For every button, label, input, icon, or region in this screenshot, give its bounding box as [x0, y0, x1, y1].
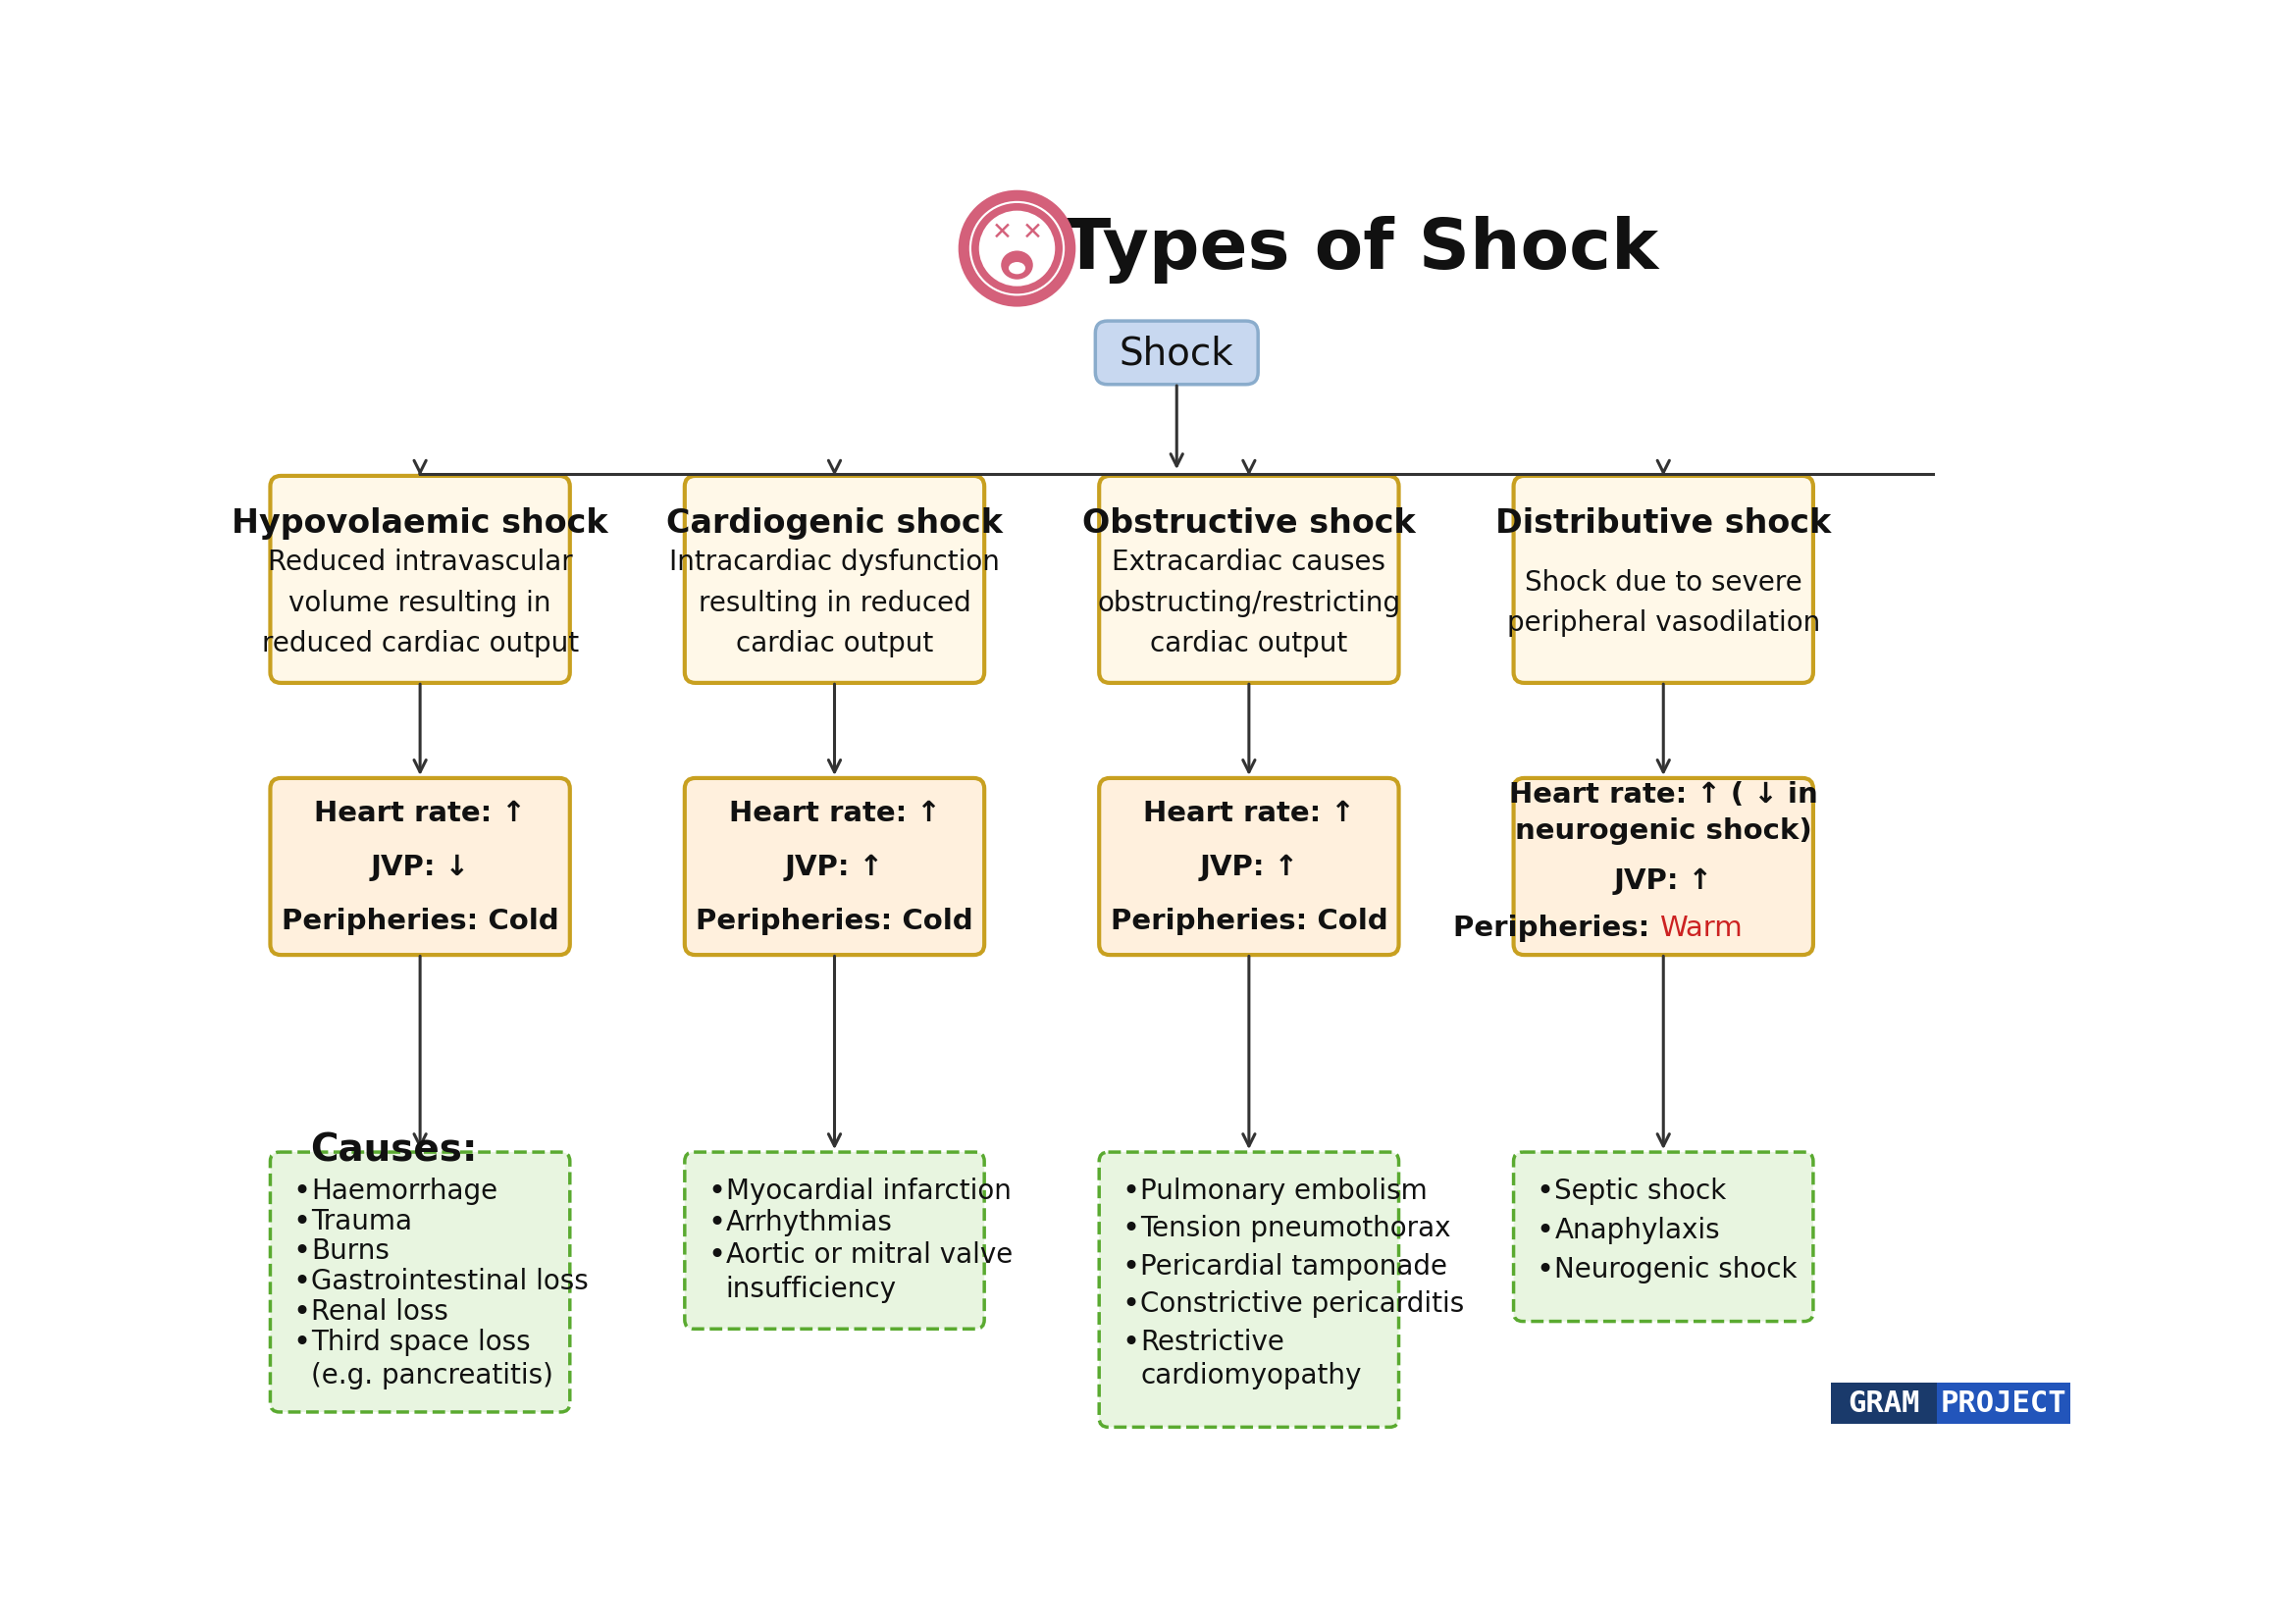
- Text: •: •: [1123, 1176, 1139, 1205]
- Text: JVP: ↑: JVP: ↑: [785, 853, 884, 880]
- FancyBboxPatch shape: [1513, 476, 1814, 684]
- Text: •: •: [1123, 1289, 1139, 1319]
- Ellipse shape: [971, 205, 1063, 294]
- FancyBboxPatch shape: [684, 476, 985, 684]
- Text: Anaphylaxis: Anaphylaxis: [1554, 1216, 1720, 1244]
- Text: •: •: [294, 1298, 310, 1325]
- Text: Heart rate: ↑: Heart rate: ↑: [315, 799, 526, 827]
- Text: •: •: [294, 1207, 310, 1236]
- Text: Aortic or mitral valve
insufficiency: Aortic or mitral valve insufficiency: [726, 1241, 1013, 1302]
- Text: PROJECT: PROJECT: [1940, 1389, 2066, 1418]
- Text: •: •: [1123, 1252, 1139, 1280]
- Text: •: •: [294, 1327, 310, 1356]
- Text: Warm: Warm: [1660, 914, 1743, 940]
- Text: •: •: [294, 1176, 310, 1205]
- FancyBboxPatch shape: [1513, 1153, 1814, 1322]
- FancyBboxPatch shape: [271, 1153, 569, 1413]
- Text: Septic shock: Septic shock: [1554, 1176, 1727, 1203]
- Text: Myocardial infarction: Myocardial infarction: [726, 1176, 1010, 1203]
- Text: Heart rate: ↑ ( ↓ in
neurogenic shock): Heart rate: ↑ ( ↓ in neurogenic shock): [1508, 781, 1818, 844]
- Text: Peripheries: Cold: Peripheries: Cold: [282, 908, 558, 935]
- Text: Intracardiac dysfunction
resulting in reduced
cardiac output: Intracardiac dysfunction resulting in re…: [668, 549, 999, 656]
- Text: Reduced intravascular
volume resulting in
reduced cardiac output: Reduced intravascular volume resulting i…: [262, 549, 579, 656]
- Text: •: •: [707, 1241, 726, 1270]
- FancyBboxPatch shape: [1938, 1382, 2071, 1424]
- Text: Cardiogenic shock: Cardiogenic shock: [666, 507, 1003, 539]
- Text: Haemorrhage: Haemorrhage: [312, 1176, 498, 1203]
- Text: Restrictive
cardiomyopathy: Restrictive cardiomyopathy: [1141, 1327, 1362, 1389]
- Ellipse shape: [1008, 263, 1026, 274]
- Text: Peripheries:: Peripheries:: [1453, 914, 1660, 940]
- Text: Renal loss: Renal loss: [312, 1298, 448, 1325]
- Text: Trauma: Trauma: [312, 1207, 413, 1234]
- Text: Extracardiac causes
obstructing/restricting
cardiac output: Extracardiac causes obstructing/restrict…: [1097, 549, 1401, 656]
- Text: Tension pneumothorax: Tension pneumothorax: [1141, 1215, 1451, 1242]
- Text: Obstructive shock: Obstructive shock: [1081, 507, 1417, 539]
- Text: JVP: ↓: JVP: ↓: [370, 853, 471, 880]
- Text: JVP: ↑: JVP: ↑: [1199, 853, 1300, 880]
- Text: Distributive shock: Distributive shock: [1495, 507, 1832, 539]
- FancyBboxPatch shape: [271, 476, 569, 684]
- FancyBboxPatch shape: [1513, 778, 1814, 955]
- Text: GRAM: GRAM: [1848, 1389, 1919, 1418]
- Text: Peripheries: Cold: Peripheries: Cold: [696, 908, 974, 935]
- Text: Causes:: Causes:: [310, 1132, 478, 1169]
- Text: Shock due to severe
peripheral vasodilation: Shock due to severe peripheral vasodilat…: [1506, 568, 1821, 637]
- Text: •: •: [1123, 1215, 1139, 1242]
- Text: ✕: ✕: [992, 221, 1013, 244]
- FancyBboxPatch shape: [1830, 1382, 1938, 1424]
- Text: •: •: [1123, 1327, 1139, 1356]
- Text: Hypovolaemic shock: Hypovolaemic shock: [232, 507, 608, 539]
- Text: ✕: ✕: [1022, 221, 1042, 244]
- Text: Heart rate: ↑: Heart rate: ↑: [728, 799, 941, 827]
- Text: Arrhythmias: Arrhythmias: [726, 1208, 893, 1236]
- Text: •: •: [1536, 1255, 1554, 1283]
- FancyBboxPatch shape: [1100, 778, 1398, 955]
- Text: Peripheries: Cold: Peripheries: Cold: [1111, 908, 1387, 935]
- Text: •: •: [707, 1208, 726, 1237]
- Text: •: •: [1536, 1216, 1554, 1244]
- Text: •: •: [294, 1267, 310, 1296]
- Text: •: •: [1536, 1176, 1554, 1205]
- Text: Third space loss
(e.g. pancreatitis): Third space loss (e.g. pancreatitis): [312, 1327, 553, 1389]
- FancyBboxPatch shape: [684, 778, 985, 955]
- Text: Neurogenic shock: Neurogenic shock: [1554, 1255, 1798, 1283]
- Text: Gastrointestinal loss: Gastrointestinal loss: [312, 1267, 588, 1294]
- Text: Constrictive pericarditis: Constrictive pericarditis: [1141, 1289, 1465, 1317]
- FancyBboxPatch shape: [271, 778, 569, 955]
- Text: Heart rate: ↑: Heart rate: ↑: [1143, 799, 1355, 827]
- FancyBboxPatch shape: [684, 1153, 985, 1328]
- Text: Pulmonary embolism: Pulmonary embolism: [1141, 1176, 1428, 1203]
- Text: •: •: [294, 1237, 310, 1265]
- Text: JVP: ↑: JVP: ↑: [1614, 867, 1713, 895]
- Text: Pericardial tamponade: Pericardial tamponade: [1141, 1252, 1446, 1280]
- Ellipse shape: [978, 211, 1056, 287]
- FancyBboxPatch shape: [1100, 1153, 1398, 1427]
- Text: •: •: [707, 1176, 726, 1205]
- FancyBboxPatch shape: [1100, 476, 1398, 684]
- Text: Shock: Shock: [1120, 335, 1233, 372]
- Text: Burns: Burns: [312, 1237, 390, 1265]
- Text: Types of Shock: Types of Shock: [1063, 216, 1658, 283]
- Ellipse shape: [1001, 252, 1033, 281]
- FancyBboxPatch shape: [1095, 322, 1258, 385]
